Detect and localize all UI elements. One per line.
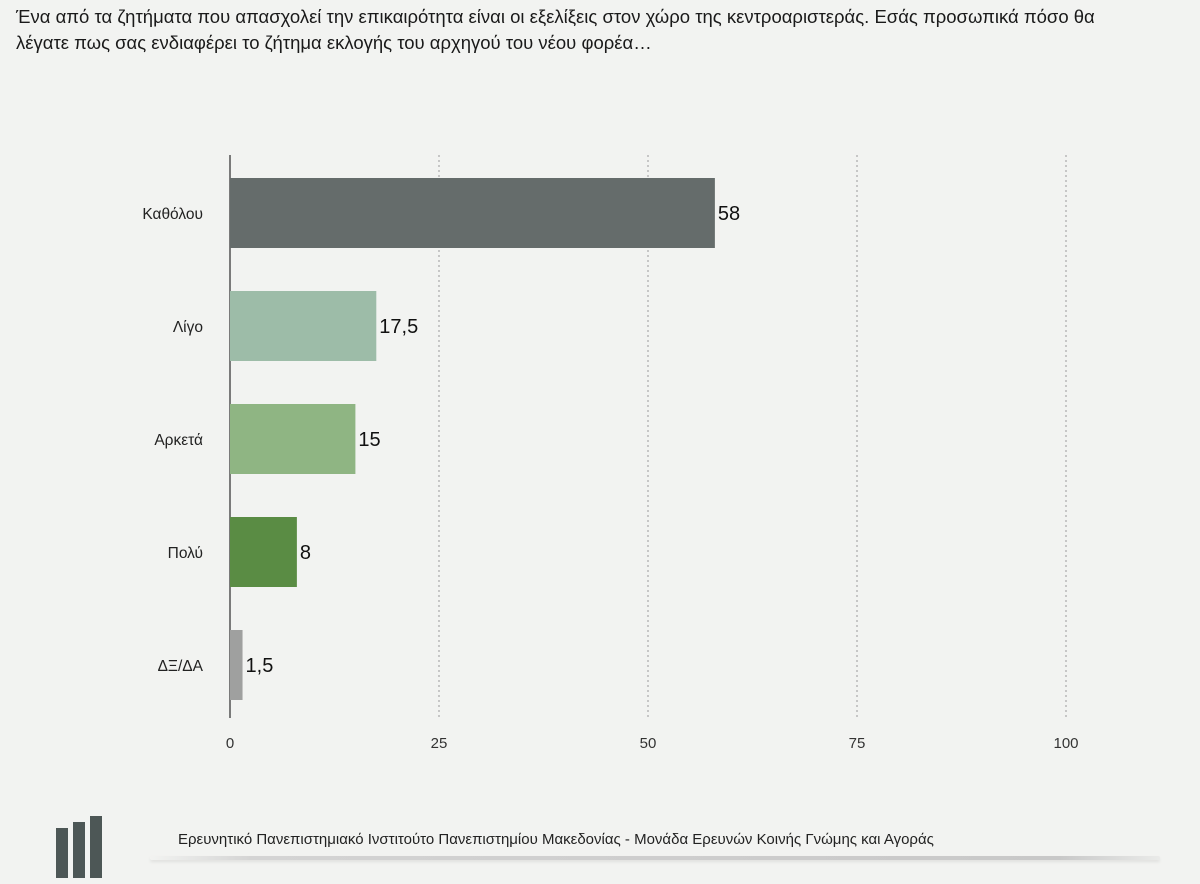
footer: Ερευνητικό Πανεπιστημιακό Ινστιτούτο Παν… (0, 800, 1200, 884)
x-tick-label: 25 (431, 735, 448, 752)
bar (230, 291, 377, 361)
data-label: 8 (300, 542, 311, 564)
x-tick-label: 100 (1053, 735, 1078, 752)
category-label: Καθόλου (142, 206, 203, 223)
category-label: Λίγο (173, 319, 203, 336)
x-tick-label: 50 (640, 735, 657, 752)
logo-bar (56, 828, 68, 878)
x-tick-label: 0 (226, 735, 234, 752)
category-label: Πολύ (168, 545, 203, 562)
data-label: 15 (358, 429, 380, 451)
logo-bar (90, 816, 102, 878)
bar (230, 178, 715, 248)
question-text: Ένα από τα ζητήματα που απασχολεί την επ… (16, 6, 1095, 53)
bar (230, 630, 243, 700)
data-label: 17,5 (379, 316, 418, 338)
footer-divider (150, 856, 1160, 860)
footer-institute-text: Ερευνητικό Πανεπιστημιακό Ινστιτούτο Παν… (178, 831, 934, 848)
category-label: ΔΞ/ΔΑ (158, 658, 204, 675)
bar (230, 404, 356, 474)
category-label: Αρκετά (154, 432, 203, 449)
logo-bar (73, 822, 85, 878)
data-label: 1,5 (246, 655, 274, 677)
bar-chart: 0 25 50 75 100 Καθόλου 58 Λίγο 17,5 Αρκετά 15 Πολύ 8… (142, 155, 1079, 752)
institute-logo-icon (56, 816, 106, 878)
x-tick-label: 75 (849, 735, 866, 752)
bar (230, 517, 297, 587)
data-label: 58 (718, 203, 740, 225)
